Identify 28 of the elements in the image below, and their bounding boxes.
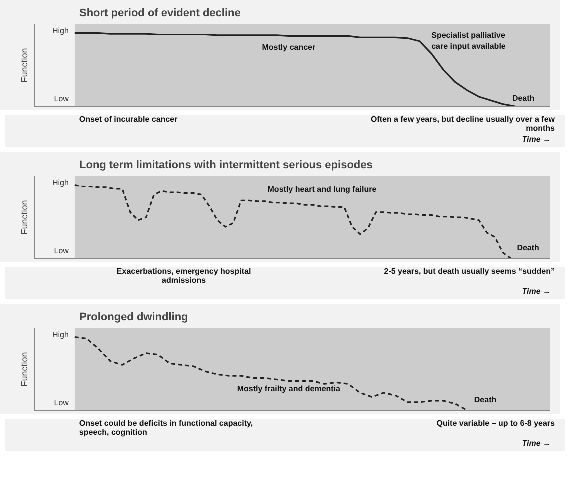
- text: High: [52, 178, 69, 188]
- text: High: [52, 330, 69, 340]
- text: Quite variable – up to 6-8 years: [436, 419, 555, 428]
- text: Exacerbations, emergency hospital admissions: [116, 267, 252, 286]
- annotation: Death: [517, 243, 540, 252]
- chart-title: Short period of evident decline: [80, 8, 241, 20]
- x-axis-title: Time →: [522, 135, 551, 144]
- text: 2-5 years, but death usually seems “sudden”: [384, 267, 555, 276]
- annotation: Death: [474, 395, 497, 404]
- x-axis-title: Time →: [522, 439, 551, 448]
- text: Onset of incurable cancer: [79, 115, 178, 124]
- text: Low: [54, 94, 70, 104]
- y-axis-title: Function: [20, 200, 30, 235]
- annotation: Mostly frailty and dementia: [237, 384, 342, 394]
- annotation: Mostly cancer: [262, 42, 316, 52]
- text: Low: [54, 246, 70, 256]
- chart-title: Prolonged dwindling: [80, 312, 188, 324]
- y-axis-title: Function: [20, 48, 30, 83]
- annotation: Mostly heart and lung failure: [268, 185, 378, 194]
- text: Onset could be deficits in functional capacity, speech, cognition: [79, 419, 254, 438]
- text: Low: [54, 398, 70, 408]
- y-axis-title: Function: [20, 352, 30, 387]
- x-axis-title: Time →: [522, 287, 551, 296]
- text: Often a few years, but decline usually over a few months: [370, 115, 555, 134]
- text: High: [52, 26, 69, 36]
- chart-title: Long term limitations with intermittent serious episodes: [80, 160, 373, 172]
- annotation: Death: [512, 94, 535, 103]
- annotation: Specialist palliative care input available: [432, 31, 506, 51]
